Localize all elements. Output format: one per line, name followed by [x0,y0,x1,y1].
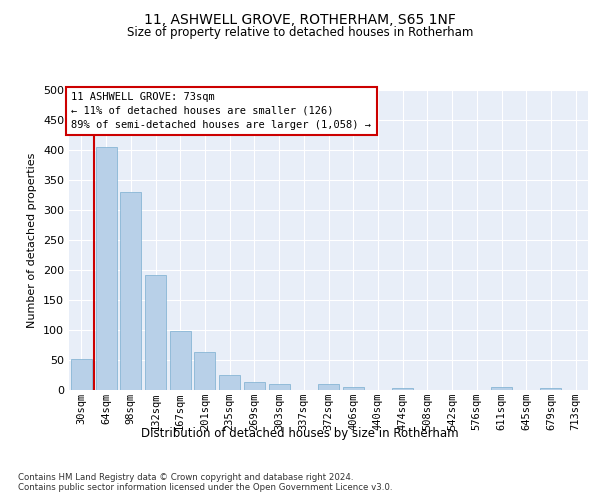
Bar [145,275,166,390]
Text: 11, ASHWELL GROVE, ROTHERHAM, S65 1NF: 11, ASHWELL GROVE, ROTHERHAM, S65 1NF [144,12,456,26]
Bar [318,384,339,390]
Bar [491,387,512,390]
Text: Distribution of detached houses by size in Rotherham: Distribution of detached houses by size … [141,428,459,440]
Text: 11 ASHWELL GROVE: 73sqm
← 11% of detached houses are smaller (126)
89% of semi-d: 11 ASHWELL GROVE: 73sqm ← 11% of detache… [71,92,371,130]
Bar [194,352,215,390]
Bar [269,384,290,390]
Bar [120,192,141,390]
Text: Contains public sector information licensed under the Open Government Licence v3: Contains public sector information licen… [18,484,392,492]
Bar [244,382,265,390]
Bar [392,388,413,390]
Bar [71,359,92,390]
Bar [170,331,191,390]
Bar [343,387,364,390]
Text: Contains HM Land Registry data © Crown copyright and database right 2024.: Contains HM Land Registry data © Crown c… [18,472,353,482]
Text: Size of property relative to detached houses in Rotherham: Size of property relative to detached ho… [127,26,473,39]
Bar [95,147,116,390]
Bar [541,388,562,390]
Y-axis label: Number of detached properties: Number of detached properties [28,152,37,328]
Bar [219,375,240,390]
